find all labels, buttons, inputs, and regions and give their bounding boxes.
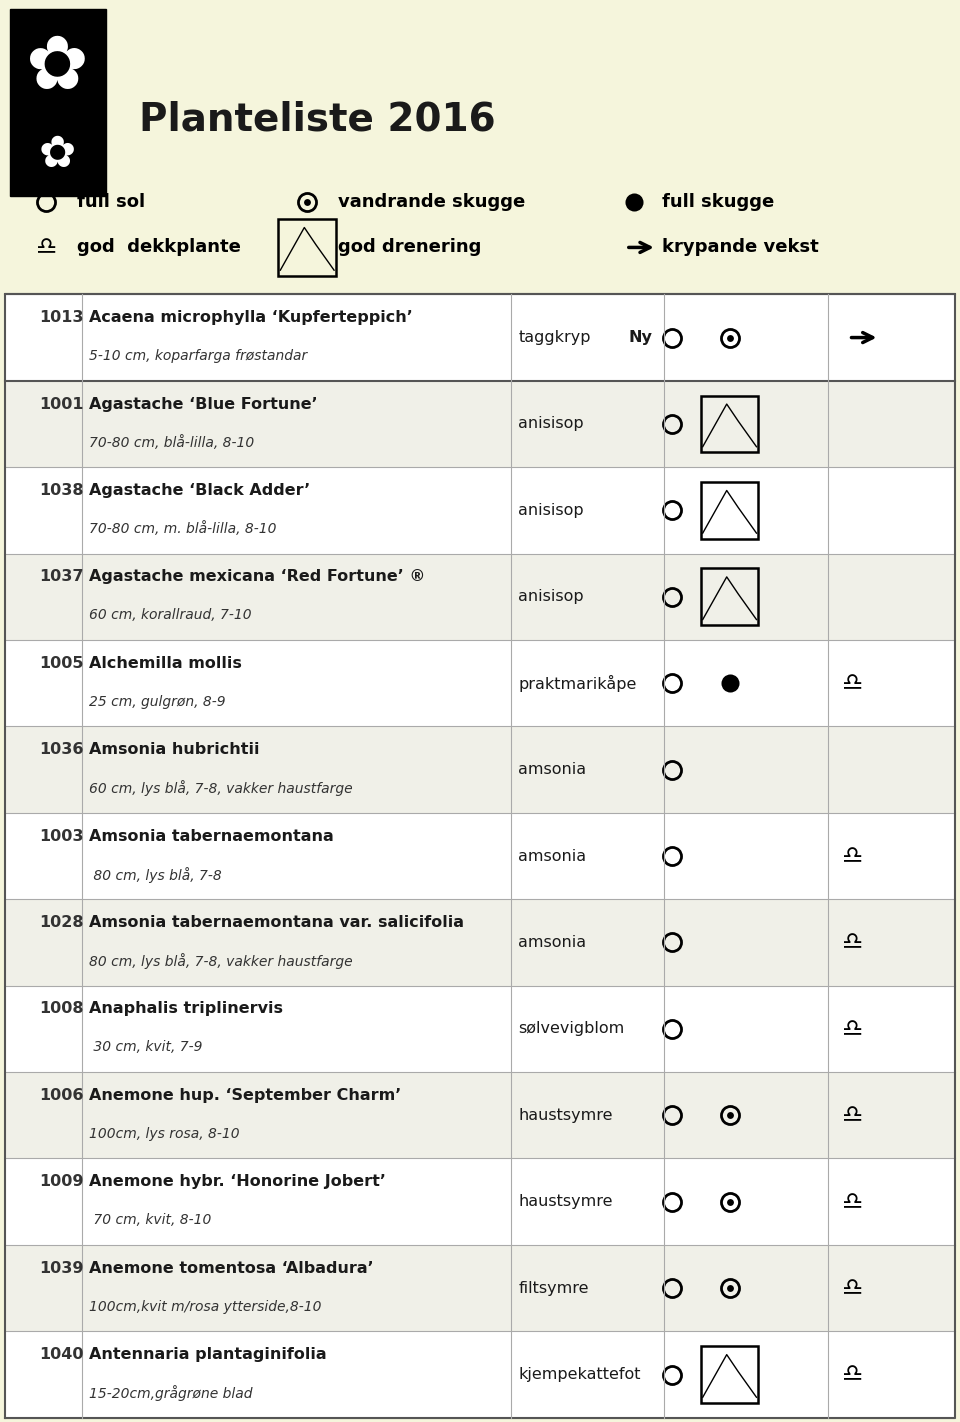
Text: ♎: ♎	[842, 1276, 863, 1300]
Text: Amsonia tabernaemontana: Amsonia tabernaemontana	[89, 829, 334, 843]
Bar	[5, 1159, 955, 1244]
Text: Anemone hybr. ‘Honorine Jobert’: Anemone hybr. ‘Honorine Jobert’	[89, 1175, 386, 1189]
Text: 1038: 1038	[39, 483, 84, 498]
Text: praktmarikåpe: praktmarikåpe	[518, 674, 636, 691]
Text: ✿: ✿	[26, 33, 89, 105]
Text: 100cm, lys rosa, 8-10: 100cm, lys rosa, 8-10	[89, 1126, 240, 1140]
Text: ♎: ♎	[842, 1017, 863, 1041]
Text: 60 cm, korallraud, 7-10: 60 cm, korallraud, 7-10	[89, 609, 252, 623]
Text: ♎: ♎	[36, 236, 57, 259]
Text: amsonia: amsonia	[518, 849, 587, 863]
Text: god drenering: god drenering	[338, 239, 481, 256]
Bar	[5, 899, 955, 985]
Text: taggkryp: taggkryp	[518, 330, 591, 346]
Text: 1037: 1037	[39, 569, 84, 584]
Text: full sol: full sol	[77, 193, 145, 210]
Bar	[5, 294, 955, 381]
Text: 1009: 1009	[39, 1175, 84, 1189]
Bar	[701, 1347, 758, 1404]
Text: Amsonia tabernaemontana var. salicifolia: Amsonia tabernaemontana var. salicifolia	[89, 914, 465, 930]
Text: Agastache mexicana ‘Red Fortune’ ®: Agastache mexicana ‘Red Fortune’ ®	[89, 569, 425, 584]
Text: 1036: 1036	[39, 742, 84, 758]
Text: 5-10 cm, koparfarga frøstandar: 5-10 cm, koparfarga frøstandar	[89, 348, 307, 363]
Bar	[5, 381, 955, 468]
Text: ♎: ♎	[842, 1362, 863, 1386]
Text: 60 cm, lys blå, 7-8, vakker haustfarge: 60 cm, lys blå, 7-8, vakker haustfarge	[89, 781, 353, 796]
Bar	[5, 1244, 955, 1331]
Text: anisisop: anisisop	[518, 417, 584, 431]
Bar	[5, 1072, 955, 1159]
Text: amsonia: amsonia	[518, 762, 587, 778]
Bar	[278, 219, 336, 276]
Text: 25 cm, gulgrøn, 8-9: 25 cm, gulgrøn, 8-9	[89, 695, 226, 708]
Text: Anemone hup. ‘September Charm’: Anemone hup. ‘September Charm’	[89, 1088, 401, 1103]
Text: sølvevigblom: sølvevigblom	[518, 1021, 625, 1037]
Text: ♎: ♎	[842, 845, 863, 867]
Text: filtsymre: filtsymre	[518, 1281, 588, 1295]
Text: 100cm,kvit m/rosa ytterside,8-10: 100cm,kvit m/rosa ytterside,8-10	[89, 1300, 322, 1314]
Text: 1040: 1040	[39, 1347, 84, 1362]
Text: 30 cm, kvit, 7-9: 30 cm, kvit, 7-9	[89, 1041, 203, 1054]
Text: Amsonia hubrichtii: Amsonia hubrichtii	[89, 742, 260, 758]
Bar	[701, 482, 758, 539]
Text: Acaena microphylla ‘Kupferteppich’: Acaena microphylla ‘Kupferteppich’	[89, 310, 413, 326]
Text: krypande vekst: krypande vekst	[662, 239, 819, 256]
Bar	[5, 553, 955, 640]
Text: Agastache ‘Black Adder’: Agastache ‘Black Adder’	[89, 483, 310, 498]
Text: 80 cm, lys blå, 7-8: 80 cm, lys blå, 7-8	[89, 866, 222, 883]
Text: 80 cm, lys blå, 7-8, vakker haustfarge: 80 cm, lys blå, 7-8, vakker haustfarge	[89, 953, 353, 968]
Text: 1039: 1039	[39, 1261, 84, 1276]
Bar	[5, 813, 955, 899]
Bar	[701, 569, 758, 626]
Text: 70 cm, kvit, 8-10: 70 cm, kvit, 8-10	[89, 1213, 211, 1227]
Text: 1003: 1003	[39, 829, 84, 843]
Text: anisisop: anisisop	[518, 589, 584, 604]
Bar	[10, 9, 106, 196]
Text: ✿: ✿	[39, 134, 76, 176]
Text: Anemone tomentosa ‘Albadura’: Anemone tomentosa ‘Albadura’	[89, 1261, 373, 1276]
Text: kjempekattefot: kjempekattefot	[518, 1367, 641, 1382]
Text: Anaphalis triplinervis: Anaphalis triplinervis	[89, 1001, 283, 1017]
Bar	[701, 395, 758, 452]
Text: 15-20cm,grågrøne blad: 15-20cm,grågrøne blad	[89, 1385, 252, 1401]
Text: haustsymre: haustsymre	[518, 1108, 612, 1123]
Text: amsonia: amsonia	[518, 934, 587, 950]
Text: Ny: Ny	[629, 330, 653, 346]
Text: anisisop: anisisop	[518, 503, 584, 518]
Bar	[5, 640, 955, 727]
Text: vandrande skugge: vandrande skugge	[338, 193, 525, 210]
Bar	[5, 727, 955, 813]
Text: Planteliste 2016: Planteliste 2016	[139, 101, 495, 138]
Text: 1008: 1008	[39, 1001, 84, 1017]
Text: 70-80 cm, m. blå-lilla, 8-10: 70-80 cm, m. blå-lilla, 8-10	[89, 522, 276, 536]
Text: 1006: 1006	[39, 1088, 84, 1103]
Text: Antennaria plantaginifolia: Antennaria plantaginifolia	[89, 1347, 327, 1362]
Text: full skugge: full skugge	[662, 193, 775, 210]
Bar	[5, 985, 955, 1072]
Text: ♎: ♎	[842, 930, 863, 954]
Text: 1001: 1001	[39, 397, 84, 411]
Text: Agastache ‘Blue Fortune’: Agastache ‘Blue Fortune’	[89, 397, 318, 411]
Text: 1013: 1013	[39, 310, 84, 326]
Bar	[5, 468, 955, 553]
Text: god  dekkplante: god dekkplante	[77, 239, 241, 256]
Text: 70-80 cm, blå-lilla, 8-10: 70-80 cm, blå-lilla, 8-10	[89, 435, 254, 449]
Bar	[5, 1331, 955, 1418]
Text: ♎: ♎	[842, 1190, 863, 1214]
Text: 1005: 1005	[39, 656, 84, 671]
Text: Alchemilla mollis: Alchemilla mollis	[89, 656, 242, 671]
Text: haustsymre: haustsymre	[518, 1194, 612, 1209]
Text: 1028: 1028	[39, 914, 84, 930]
Text: ♎: ♎	[842, 1103, 863, 1128]
Text: ♎: ♎	[842, 671, 863, 695]
